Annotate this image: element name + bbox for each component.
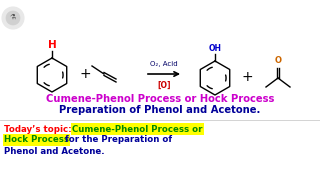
Text: ⚗: ⚗ — [10, 14, 16, 20]
Text: O₂, Acid: O₂, Acid — [150, 61, 178, 67]
Circle shape — [6, 11, 20, 25]
Text: H: H — [48, 40, 56, 50]
Text: Cumene-Phenol Process or: Cumene-Phenol Process or — [72, 125, 203, 134]
Text: Preparation of Phenol and Acetone.: Preparation of Phenol and Acetone. — [59, 105, 261, 115]
Circle shape — [2, 7, 24, 29]
Text: Cumene-Phenol Process or Hock Process: Cumene-Phenol Process or Hock Process — [46, 94, 274, 104]
Text: OH: OH — [209, 44, 221, 53]
Text: for the Preparation of: for the Preparation of — [65, 136, 172, 145]
Text: Today’s topic:: Today’s topic: — [4, 125, 75, 134]
Text: [O]: [O] — [157, 81, 171, 90]
Text: Phenol and Acetone.: Phenol and Acetone. — [4, 147, 105, 156]
Text: Hock Process: Hock Process — [4, 136, 69, 145]
Text: +: + — [241, 70, 253, 84]
Text: +: + — [79, 67, 91, 81]
Text: O: O — [275, 56, 282, 65]
